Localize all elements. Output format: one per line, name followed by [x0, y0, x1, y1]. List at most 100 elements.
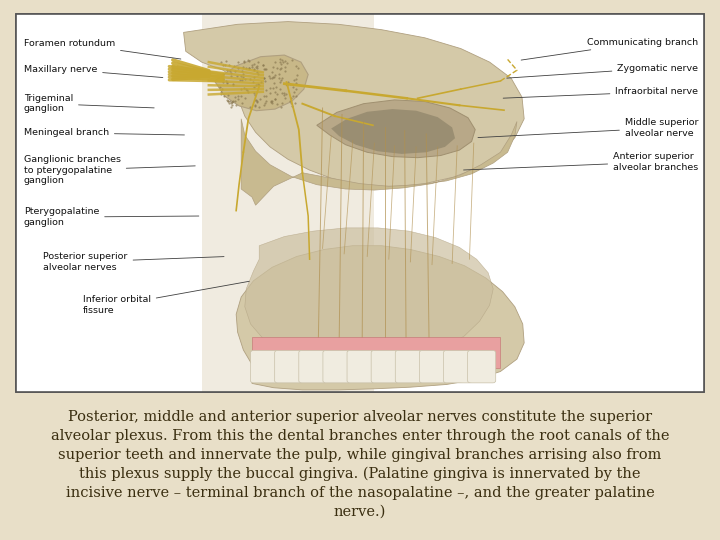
Point: [240, 85, 251, 93]
Point: [232, 64, 243, 72]
FancyBboxPatch shape: [16, 14, 704, 392]
Point: [236, 99, 248, 107]
Point: [225, 103, 236, 111]
Point: [226, 101, 238, 110]
Point: [280, 79, 292, 88]
Point: [244, 75, 256, 83]
FancyBboxPatch shape: [374, 14, 704, 392]
Point: [216, 87, 228, 96]
Point: [243, 88, 254, 97]
Point: [251, 97, 262, 106]
FancyBboxPatch shape: [372, 350, 399, 383]
Point: [252, 70, 264, 78]
Point: [243, 64, 255, 72]
Point: [285, 93, 297, 102]
Point: [238, 58, 250, 66]
Point: [284, 79, 296, 88]
Point: [248, 65, 260, 73]
Point: [251, 68, 263, 77]
Point: [253, 103, 265, 111]
Point: [274, 65, 285, 73]
Point: [235, 71, 246, 80]
Polygon shape: [215, 55, 308, 111]
Point: [264, 84, 275, 93]
FancyBboxPatch shape: [16, 14, 202, 392]
Point: [255, 95, 266, 104]
Point: [215, 83, 226, 91]
Point: [249, 101, 261, 110]
FancyBboxPatch shape: [252, 337, 500, 368]
Point: [278, 58, 289, 66]
Point: [243, 57, 255, 66]
Point: [223, 98, 235, 107]
Point: [250, 91, 261, 99]
Point: [217, 70, 229, 79]
Point: [274, 55, 285, 64]
Point: [215, 58, 227, 66]
Point: [229, 67, 240, 76]
Text: Ganglionic branches
to pterygopalatine
ganglion: Ganglionic branches to pterygopalatine g…: [24, 155, 195, 185]
Point: [275, 59, 287, 68]
Point: [238, 70, 249, 78]
Text: Foramen rotundum: Foramen rotundum: [24, 39, 181, 59]
Point: [229, 92, 240, 101]
Point: [222, 97, 234, 106]
Text: Communicating branch: Communicating branch: [521, 38, 698, 60]
Point: [237, 73, 248, 82]
Point: [230, 97, 241, 105]
Point: [253, 58, 264, 67]
Point: [217, 74, 228, 83]
Point: [231, 71, 243, 80]
Point: [258, 60, 269, 69]
Point: [258, 65, 269, 73]
Polygon shape: [236, 246, 524, 390]
Point: [260, 65, 271, 73]
Point: [289, 85, 301, 93]
Point: [265, 98, 276, 106]
FancyBboxPatch shape: [299, 350, 327, 383]
Point: [284, 97, 296, 105]
Point: [265, 97, 276, 106]
Point: [232, 95, 243, 104]
Point: [249, 101, 261, 110]
Point: [245, 103, 256, 111]
FancyBboxPatch shape: [251, 350, 279, 383]
Point: [228, 62, 239, 70]
Point: [246, 60, 258, 69]
Polygon shape: [184, 22, 524, 186]
Polygon shape: [331, 109, 455, 154]
Point: [248, 59, 260, 68]
Point: [228, 80, 239, 89]
Point: [227, 97, 238, 105]
Text: Posterior, middle and anterior superior alveolar nerves constitute the superior
: Posterior, middle and anterior superior …: [50, 410, 670, 519]
Point: [261, 97, 272, 105]
Point: [292, 64, 304, 72]
Point: [282, 59, 293, 68]
Text: Meningeal branch: Meningeal branch: [24, 129, 184, 137]
Point: [259, 77, 271, 86]
Point: [236, 66, 248, 75]
Point: [250, 62, 261, 71]
Point: [274, 77, 286, 86]
Point: [269, 94, 281, 103]
Point: [227, 98, 238, 106]
Point: [253, 80, 264, 89]
Point: [280, 90, 292, 98]
Text: Anterior superior
alveolar branches: Anterior superior alveolar branches: [464, 152, 698, 172]
Point: [224, 66, 235, 75]
Point: [266, 97, 278, 105]
Point: [247, 78, 258, 87]
FancyBboxPatch shape: [16, 14, 704, 392]
Point: [290, 62, 302, 70]
Point: [237, 76, 248, 85]
Point: [225, 69, 236, 78]
Point: [225, 72, 237, 80]
Point: [266, 98, 278, 107]
Text: Maxillary nerve: Maxillary nerve: [24, 65, 163, 78]
Text: Pterygopalatine
ganglion: Pterygopalatine ganglion: [24, 207, 199, 227]
Point: [282, 78, 293, 86]
Point: [251, 62, 263, 70]
Point: [219, 60, 230, 69]
Point: [276, 64, 287, 72]
Point: [288, 87, 300, 96]
